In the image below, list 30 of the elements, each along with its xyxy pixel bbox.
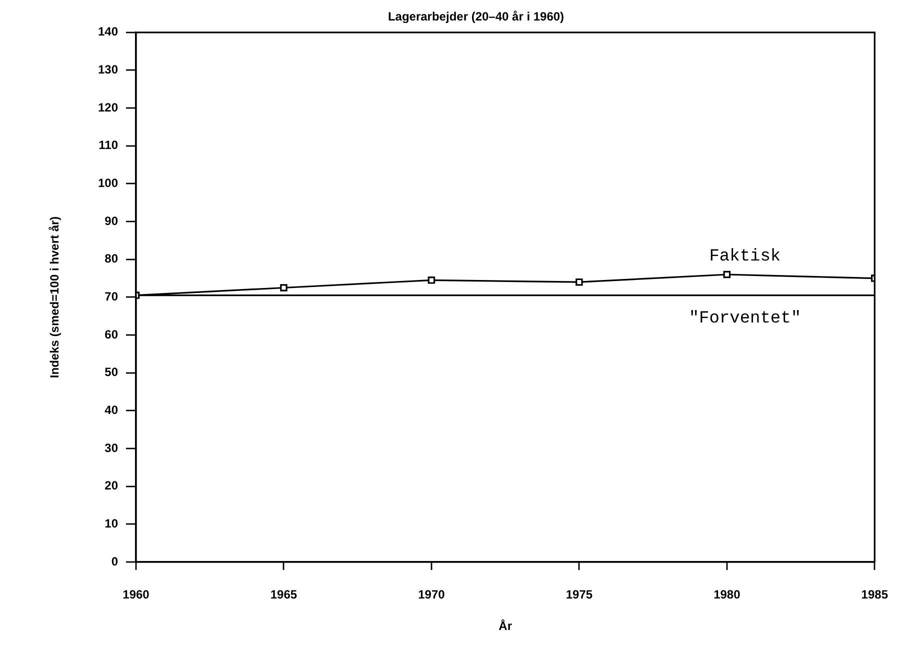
- point: [723, 270, 731, 278]
- x-tick-label: 1960: [122, 588, 150, 602]
- y-tick-label: 10: [104, 516, 118, 530]
- y-tick-label: 60: [104, 327, 118, 342]
- y-tick-label: 0: [111, 554, 118, 568]
- y-tick-label: 90: [104, 214, 118, 228]
- y-tick-label: 140: [98, 24, 118, 39]
- y-tick-label: 130: [98, 62, 118, 77]
- y-tick-label: 70: [104, 290, 118, 304]
- point: [280, 284, 288, 292]
- series-label: Faktisk: [709, 248, 781, 267]
- y-tick-label: 30: [104, 440, 118, 455]
- point: [576, 278, 583, 286]
- x-axis-title: År: [498, 619, 512, 634]
- y-tick-label: 110: [98, 138, 118, 152]
- x-tick-label: 1975: [566, 588, 593, 602]
- y-tick-label: 80: [104, 252, 118, 266]
- x-tick-label: 1980: [714, 588, 741, 602]
- x-tick-label: 1965: [270, 588, 298, 602]
- y-tick-label: 50: [104, 365, 118, 380]
- x-tick-label: 1970: [418, 588, 446, 602]
- y-axis-title: Indeks (smed=100 i hvert år): [48, 216, 62, 378]
- y-tick-label: 100: [98, 176, 118, 190]
- point: [428, 276, 436, 284]
- series-label: "Forventet": [688, 309, 802, 328]
- y-tick-label: 20: [104, 478, 118, 493]
- y-tick-label: 40: [104, 403, 118, 417]
- y-tick-label: 120: [98, 100, 118, 114]
- x-tick-label: 1985: [861, 588, 888, 602]
- chart-title: Lagerarbejder (20–40 år i 1960): [388, 10, 564, 24]
